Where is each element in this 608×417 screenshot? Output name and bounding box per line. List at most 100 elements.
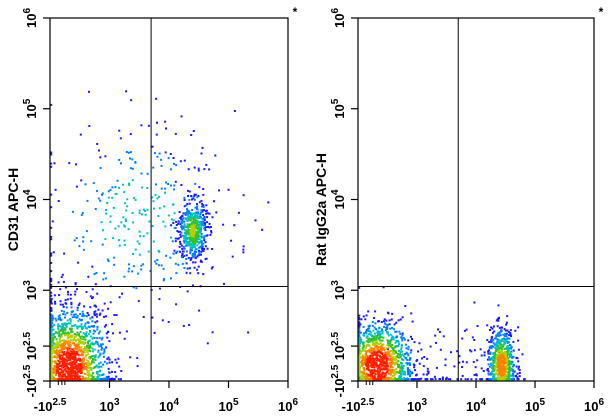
event-dot xyxy=(373,364,376,366)
event-dot xyxy=(131,179,134,182)
event-dot xyxy=(201,249,204,252)
event-dot xyxy=(51,344,54,347)
event-dot xyxy=(175,251,178,254)
event-dot xyxy=(197,242,200,245)
event-dot xyxy=(510,346,513,349)
event-dot xyxy=(397,353,399,355)
event-dot xyxy=(368,337,371,340)
event-dot xyxy=(359,342,361,345)
event-dot xyxy=(361,371,364,374)
event-dot xyxy=(496,325,499,328)
event-dot xyxy=(50,151,53,154)
event-dot xyxy=(65,341,68,344)
event-dot xyxy=(209,226,212,228)
event-dot xyxy=(371,321,374,323)
event-dot xyxy=(182,212,185,215)
event-dot xyxy=(500,357,503,360)
event-dot xyxy=(173,184,176,187)
event-dot xyxy=(369,354,372,357)
event-dot xyxy=(183,212,186,215)
event-dot xyxy=(391,368,394,371)
event-dot xyxy=(378,339,381,342)
event-dot xyxy=(506,355,509,358)
event-dot xyxy=(142,208,145,211)
event-dot xyxy=(158,207,161,210)
event-dot xyxy=(375,355,378,358)
event-dot xyxy=(55,338,58,341)
event-dot xyxy=(376,378,379,381)
event-dot xyxy=(72,374,75,377)
event-dot xyxy=(409,357,412,360)
event-dot xyxy=(206,216,209,219)
event-dot xyxy=(366,327,369,330)
event-dot xyxy=(79,340,82,343)
event-dot xyxy=(222,223,225,226)
event-dot xyxy=(86,199,89,202)
event-dot xyxy=(435,341,437,344)
event-dot xyxy=(69,370,72,373)
event-dot xyxy=(204,241,207,244)
event-dot xyxy=(386,365,389,368)
event-dot xyxy=(398,330,401,333)
y-tick-label: -102.5 xyxy=(330,364,347,397)
event-dot xyxy=(191,284,194,287)
event-dot xyxy=(497,359,500,362)
event-dot xyxy=(70,301,73,304)
y-tick-label: -102.5 xyxy=(22,364,39,397)
event-dot xyxy=(52,328,55,331)
event-dot xyxy=(74,373,77,375)
event-dot xyxy=(79,357,81,360)
event-dot xyxy=(180,256,183,259)
event-dot xyxy=(188,216,191,219)
event-dot xyxy=(80,346,83,349)
event-dot xyxy=(50,270,53,273)
event-dot xyxy=(408,369,411,372)
event-dot xyxy=(189,218,192,221)
event-dot xyxy=(372,317,375,319)
event-dot xyxy=(387,372,390,375)
event-dot xyxy=(60,354,63,357)
event-dot xyxy=(54,371,57,374)
event-dot xyxy=(383,364,386,367)
event-dot xyxy=(480,367,483,370)
event-dot xyxy=(175,220,178,223)
event-dot xyxy=(358,377,361,380)
event-dot xyxy=(192,219,195,222)
event-dot xyxy=(50,315,53,318)
event-dot xyxy=(129,167,132,170)
event-dot xyxy=(392,356,394,359)
event-dot xyxy=(493,375,496,378)
event-dot xyxy=(66,311,69,314)
event-dot xyxy=(418,342,421,345)
event-dot xyxy=(204,258,207,261)
event-dot xyxy=(55,343,58,346)
event-dot xyxy=(361,364,364,367)
event-dot xyxy=(95,340,98,343)
event-dot xyxy=(68,362,71,365)
event-dot xyxy=(458,361,461,364)
event-dot xyxy=(385,347,388,350)
event-dot xyxy=(65,354,68,357)
event-dot xyxy=(498,334,501,337)
event-dot xyxy=(69,328,71,331)
event-dot xyxy=(399,361,402,364)
event-dot xyxy=(72,352,75,355)
event-dot xyxy=(507,341,510,344)
event-dot xyxy=(175,272,178,275)
event-dot xyxy=(494,353,497,356)
event-dot xyxy=(50,252,53,255)
event-dot xyxy=(422,365,425,368)
event-dot xyxy=(85,315,88,318)
event-dot xyxy=(92,350,94,353)
event-dot xyxy=(380,365,383,368)
event-dot xyxy=(140,124,143,127)
event-dot xyxy=(473,339,476,341)
event-dot xyxy=(107,260,110,263)
event-dot xyxy=(200,240,203,243)
event-dot xyxy=(189,237,192,240)
event-dot xyxy=(378,338,381,341)
event-dot xyxy=(71,336,74,338)
event-dot xyxy=(393,349,396,352)
event-dot xyxy=(87,346,90,349)
event-dot xyxy=(384,329,387,332)
